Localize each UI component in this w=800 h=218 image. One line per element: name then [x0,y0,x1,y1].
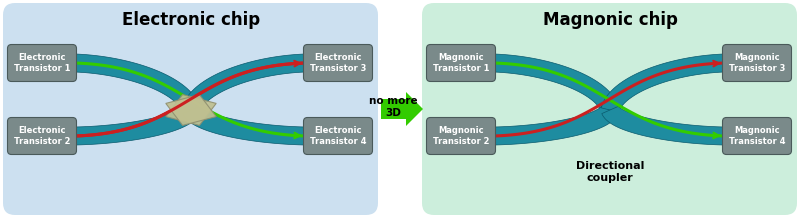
Polygon shape [602,106,724,145]
Text: Magnonic
Transistor 3: Magnonic Transistor 3 [729,53,785,73]
Polygon shape [494,54,618,112]
FancyBboxPatch shape [303,118,373,155]
FancyBboxPatch shape [422,3,797,215]
Polygon shape [494,106,618,145]
Text: Electronic
Transistor 2: Electronic Transistor 2 [14,126,70,146]
FancyBboxPatch shape [7,118,77,155]
Text: Electronic chip: Electronic chip [122,11,260,29]
Text: Magnonic
Transistor 4: Magnonic Transistor 4 [729,126,786,146]
Polygon shape [74,54,200,112]
Text: no more
3D: no more 3D [369,96,418,118]
Polygon shape [166,95,216,125]
Text: Electronic
Transistor 3: Electronic Transistor 3 [310,53,366,73]
Polygon shape [182,106,306,145]
Polygon shape [166,95,216,125]
Text: Magnonic
Transistor 1: Magnonic Transistor 1 [433,53,490,73]
Text: Electronic
Transistor 4: Electronic Transistor 4 [310,126,366,146]
Text: Electronic
Transistor 1: Electronic Transistor 1 [14,53,70,73]
FancyBboxPatch shape [722,44,791,82]
Polygon shape [602,54,724,112]
Text: Magnonic
Transistor 2: Magnonic Transistor 2 [433,126,490,146]
FancyBboxPatch shape [303,44,373,82]
Polygon shape [182,54,306,112]
Text: Directional
coupler: Directional coupler [576,161,644,183]
Polygon shape [381,92,423,126]
FancyBboxPatch shape [426,118,495,155]
FancyBboxPatch shape [722,118,791,155]
FancyBboxPatch shape [7,44,77,82]
FancyBboxPatch shape [426,44,495,82]
Text: Magnonic chip: Magnonic chip [542,11,678,29]
Polygon shape [74,106,199,145]
FancyBboxPatch shape [3,3,378,215]
